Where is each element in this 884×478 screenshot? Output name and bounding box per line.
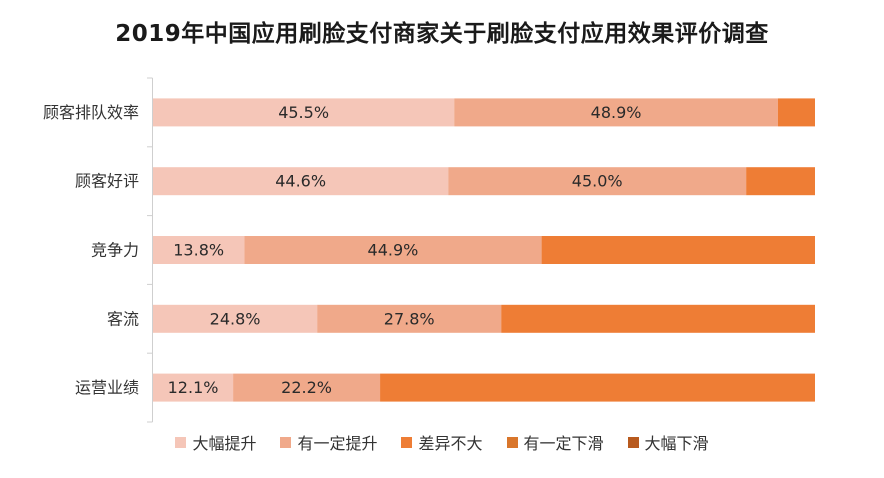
category-label: 客流 [107,309,139,328]
legend-item: 有一定提升 [280,430,377,454]
bar-segment [501,304,815,333]
data-label: 27.8% [384,309,435,328]
legend-item: 有一定下滑 [506,430,604,454]
bars-layer [153,98,815,402]
bar-segment [233,373,381,402]
legend-label: 差异不大 [418,434,483,453]
bar-segment [380,373,815,402]
bar-segment [454,98,778,127]
bar-segment [541,236,815,264]
legend: 大幅提升 有一定提升 差异不大 有一定下滑 大幅下滑 [0,430,884,454]
data-label: 45.5% [278,103,329,122]
data-label: 45.0% [572,172,623,191]
data-label: 44.6% [275,172,326,191]
legend-label: 大幅提升 [192,434,257,453]
category-label: 运营业绩 [75,378,139,397]
bar-segment [317,304,502,333]
category-label: 顾客排队效率 [43,103,139,122]
category-label: 竞争力 [91,241,139,260]
bar-segment [777,98,815,127]
data-label: 44.9% [368,241,419,260]
legend-label: 大幅下滑 [644,434,709,453]
legend-swatch [175,436,187,448]
category-label: 顾客好评 [75,172,139,191]
data-label: 12.1% [168,378,219,397]
bar-segment [153,98,455,127]
legend-item: 大幅下滑 [627,430,709,454]
chart-title: 2019年中国应用刷脸支付商家关于刷脸支付应用效果评价调查 [115,21,769,47]
legend-item: 差异不大 [401,430,483,454]
data-label: 48.9% [591,103,642,122]
legend-swatch [506,436,518,448]
legend-label: 有一定下滑 [523,434,604,453]
legend-swatch [627,436,639,448]
bar-segment [448,167,747,196]
legend-swatch [401,436,413,448]
bar-segment [153,304,318,333]
labels-layer: 45.5% 48.9% 44.6% 45.0% 13.8% 44.9% 24.8% 27.8%… [168,103,642,397]
bar-segment [153,167,449,196]
legend-label: 有一定提升 [297,434,378,453]
data-label: 24.8% [210,309,261,328]
bar-segment [746,167,815,196]
data-label: 13.8% [173,241,224,260]
bar-segment [244,236,542,264]
data-label: 22.2% [281,378,332,397]
bar-segment [153,373,234,402]
legend-item: 大幅提升 [175,430,256,454]
legend-swatch [280,436,292,448]
bar-segment [153,236,245,264]
